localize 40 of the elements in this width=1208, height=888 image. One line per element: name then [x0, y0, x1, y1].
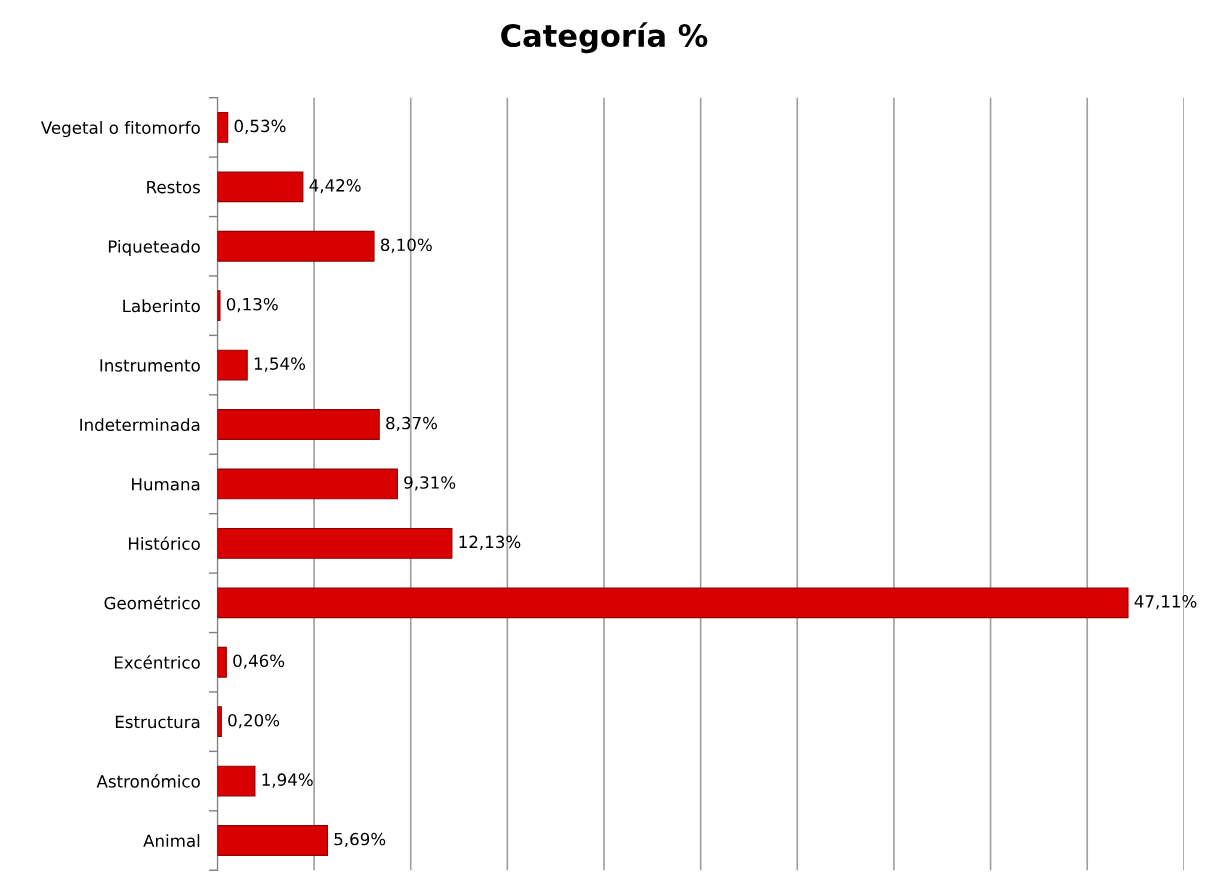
y-tick-label: Indeterminada: [80, 418, 200, 432]
y-tick-label: Instrumento: [100, 359, 200, 372]
y-tick-label: Vegetal o fitomorfo: [40, 121, 200, 138]
data-label: 0,53%: [234, 119, 286, 134]
y-tick-label: Humana: [132, 478, 200, 491]
chart-title: Categoría %: [501, 22, 708, 54]
bar: [217, 468, 398, 500]
y-tick-label: Astronómico: [96, 774, 200, 788]
y-tick-label: Geométrico: [104, 595, 200, 610]
bar: [217, 111, 229, 143]
bar: [217, 706, 222, 738]
bar: [217, 171, 304, 203]
data-label: 1,54%: [254, 357, 306, 372]
data-label: 0,13%: [226, 297, 278, 313]
data-label: 1,94%: [262, 773, 313, 788]
bar: [217, 230, 375, 262]
y-tick-label: Excéntrico: [114, 655, 200, 669]
data-label: 0,20%: [228, 713, 280, 729]
data-label: 8,37%: [386, 416, 438, 432]
data-label: 47,11%: [1134, 595, 1197, 610]
y-tick-label: Animal: [143, 834, 200, 848]
data-label: 12,13%: [459, 535, 521, 550]
data-label: 0,46%: [233, 654, 285, 669]
bar: [217, 527, 453, 559]
y-tick-label: Histórico: [128, 536, 200, 550]
y-tick-label: Laberinto: [123, 299, 200, 313]
bar: [217, 587, 1129, 619]
bar: [217, 290, 221, 322]
y-tick-label: Estructura: [115, 715, 200, 729]
bar: [217, 646, 227, 678]
bar: [217, 825, 328, 856]
y-tick-label: Restos: [147, 181, 200, 194]
y-tick-label: Piqueteado: [108, 239, 200, 257]
bar: [217, 349, 248, 381]
bar: [217, 409, 380, 440]
bar: [217, 765, 256, 797]
data-label: 9,31%: [404, 476, 456, 491]
data-label: 8,10%: [380, 238, 432, 253]
data-label: 4,42%: [309, 179, 361, 194]
data-label: 5,69%: [334, 832, 386, 848]
